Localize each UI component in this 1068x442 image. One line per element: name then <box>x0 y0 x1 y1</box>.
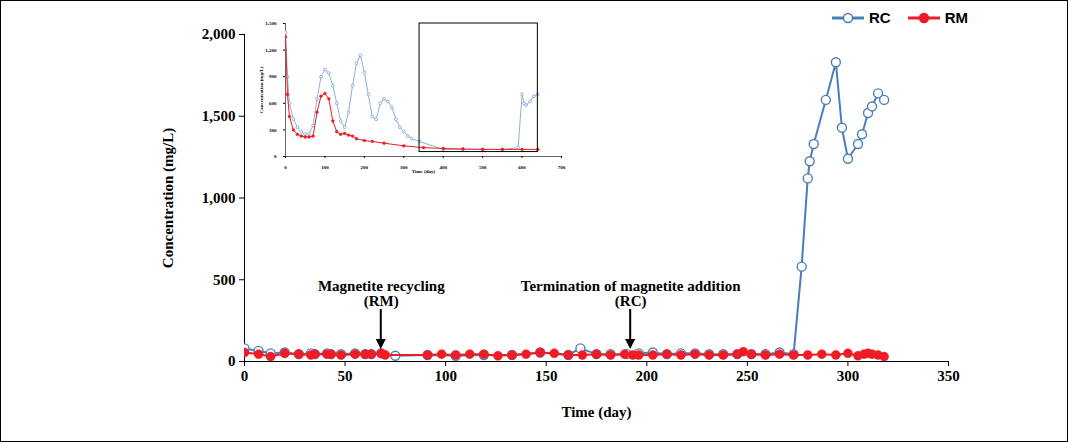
svg-text:0: 0 <box>274 154 277 159</box>
svg-text:50: 50 <box>338 368 353 384</box>
svg-text:Concentration (mg/L): Concentration (mg/L) <box>259 66 264 113</box>
svg-text:900: 900 <box>269 74 277 79</box>
svg-text:150: 150 <box>535 368 558 384</box>
svg-text:300: 300 <box>269 128 277 133</box>
svg-text:250: 250 <box>736 368 759 384</box>
svg-text:200: 200 <box>636 368 659 384</box>
svg-text:2,000: 2,000 <box>202 26 236 42</box>
svg-text:0: 0 <box>241 368 249 384</box>
svg-text:300: 300 <box>837 368 860 384</box>
svg-text:600: 600 <box>269 101 277 106</box>
html-text:RM: RM <box>944 9 968 26</box>
svg-text:Magnetite recycling(RM): Magnetite recycling(RM) <box>318 278 445 310</box>
svg-text:500: 500 <box>479 165 487 170</box>
svg-text:Time (day): Time (day) <box>561 404 631 421</box>
svg-text:600: 600 <box>518 165 526 170</box>
svg-text:400: 400 <box>439 165 447 170</box>
svg-text:500: 500 <box>213 272 236 288</box>
svg-text:1,000: 1,000 <box>202 190 236 206</box>
svg-text:0: 0 <box>228 353 236 369</box>
svg-text:1,500: 1,500 <box>202 108 236 124</box>
svg-text:700: 700 <box>558 165 566 170</box>
svg-text:Time (day): Time (day) <box>412 169 436 174</box>
svg-text:0: 0 <box>284 165 287 170</box>
html-text:RC: RC <box>869 9 891 26</box>
svg-text:1,500: 1,500 <box>265 21 277 26</box>
svg-text:1,200: 1,200 <box>265 48 277 53</box>
svg-text:200: 200 <box>361 165 369 170</box>
svg-text:Termination of magnetite addit: Termination of magnetite addition(RC) <box>521 278 742 310</box>
svg-text:Concentration (mg/L): Concentration (mg/L) <box>160 128 177 268</box>
svg-text:350: 350 <box>937 368 960 384</box>
svg-text:100: 100 <box>321 165 329 170</box>
svg-text:300: 300 <box>400 165 408 170</box>
svg-text:100: 100 <box>434 368 457 384</box>
